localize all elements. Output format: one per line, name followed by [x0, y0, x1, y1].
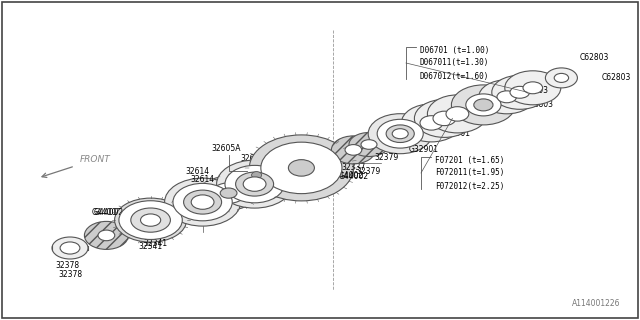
Ellipse shape — [191, 195, 214, 209]
Ellipse shape — [420, 116, 443, 130]
Text: 32379: 32379 — [357, 166, 381, 175]
Ellipse shape — [349, 132, 389, 156]
Text: 32614: 32614 — [294, 180, 319, 188]
Ellipse shape — [84, 221, 129, 249]
Ellipse shape — [115, 198, 187, 242]
Text: A114001226: A114001226 — [572, 299, 620, 308]
Ellipse shape — [184, 190, 221, 214]
Text: F072012(t=2.25): F072012(t=2.25) — [435, 181, 504, 190]
Ellipse shape — [428, 95, 488, 133]
Text: D067011(t=1.30): D067011(t=1.30) — [420, 59, 490, 68]
Ellipse shape — [220, 188, 237, 198]
Ellipse shape — [173, 183, 232, 221]
Ellipse shape — [479, 80, 535, 114]
Text: 32614: 32614 — [186, 167, 210, 176]
Ellipse shape — [345, 145, 362, 155]
Ellipse shape — [386, 125, 414, 142]
Ellipse shape — [212, 183, 245, 203]
Text: 32613: 32613 — [241, 154, 265, 163]
Text: F072011(t=1.95): F072011(t=1.95) — [435, 169, 504, 178]
Text: G32901: G32901 — [440, 129, 470, 138]
Ellipse shape — [368, 114, 432, 154]
Text: G44002: G44002 — [339, 172, 369, 181]
Text: 32378: 32378 — [58, 270, 82, 279]
Ellipse shape — [225, 165, 284, 203]
Text: G44002: G44002 — [333, 171, 364, 180]
Text: C62803: C62803 — [579, 53, 609, 62]
Text: G44002: G44002 — [92, 208, 122, 217]
Ellipse shape — [52, 237, 88, 259]
Ellipse shape — [545, 68, 577, 88]
Ellipse shape — [492, 75, 548, 109]
Text: G32901: G32901 — [408, 145, 438, 154]
Text: G44002: G44002 — [93, 208, 124, 217]
Ellipse shape — [451, 85, 515, 125]
Ellipse shape — [164, 178, 241, 226]
Ellipse shape — [236, 172, 274, 196]
Text: D52803: D52803 — [518, 86, 548, 95]
Ellipse shape — [474, 99, 493, 111]
Ellipse shape — [361, 140, 377, 149]
Ellipse shape — [98, 230, 115, 241]
Ellipse shape — [141, 214, 161, 226]
Text: 32341: 32341 — [138, 242, 163, 251]
Ellipse shape — [523, 82, 543, 94]
Ellipse shape — [332, 136, 376, 164]
Text: D067012(t=1.60): D067012(t=1.60) — [420, 71, 490, 81]
Text: F07201 (t=1.65): F07201 (t=1.65) — [435, 156, 504, 164]
Ellipse shape — [497, 91, 516, 103]
Text: 32378: 32378 — [55, 261, 79, 270]
Text: 32337: 32337 — [341, 164, 365, 172]
Ellipse shape — [401, 104, 461, 142]
Ellipse shape — [466, 94, 501, 116]
Ellipse shape — [60, 242, 80, 254]
Ellipse shape — [252, 172, 262, 179]
Ellipse shape — [261, 142, 342, 194]
Ellipse shape — [433, 111, 456, 126]
Ellipse shape — [446, 107, 468, 121]
Text: FRONT: FRONT — [80, 156, 111, 164]
Text: D52803: D52803 — [524, 100, 554, 109]
Ellipse shape — [392, 129, 408, 139]
Ellipse shape — [505, 71, 561, 105]
Ellipse shape — [200, 176, 257, 210]
Text: 32614: 32614 — [191, 175, 214, 184]
Ellipse shape — [119, 201, 182, 239]
Text: 32614: 32614 — [291, 180, 315, 189]
Text: C62803: C62803 — [602, 73, 631, 82]
Ellipse shape — [131, 208, 170, 232]
Ellipse shape — [243, 177, 266, 191]
Ellipse shape — [289, 160, 314, 176]
Ellipse shape — [554, 73, 568, 82]
Text: 32379: 32379 — [374, 154, 398, 163]
Text: 32341: 32341 — [143, 239, 168, 248]
Ellipse shape — [250, 135, 353, 201]
Text: 32605A: 32605A — [212, 144, 241, 153]
Ellipse shape — [415, 100, 474, 137]
Ellipse shape — [377, 119, 423, 148]
Text: D06701 (t=1.00): D06701 (t=1.00) — [420, 45, 490, 54]
Ellipse shape — [510, 86, 529, 98]
Ellipse shape — [216, 160, 292, 208]
